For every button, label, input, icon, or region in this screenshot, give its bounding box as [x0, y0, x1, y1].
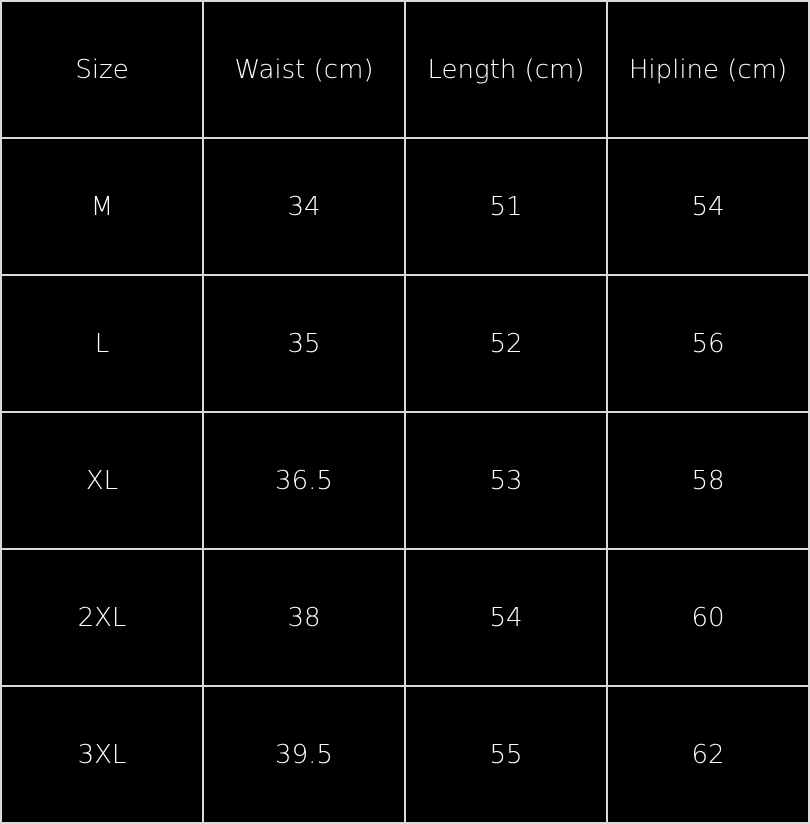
- cell-size: 2XL: [0, 548, 204, 687]
- cell-length: 53: [404, 411, 608, 550]
- header-length: Length (cm): [404, 0, 608, 139]
- cell-size: 3XL: [0, 685, 204, 824]
- cell-waist: 34: [202, 137, 406, 276]
- table-row: 3XL 39.5 55 62: [0, 685, 810, 824]
- cell-size: M: [0, 137, 204, 276]
- table-row: L 35 52 56: [0, 274, 810, 413]
- cell-waist: 35: [202, 274, 406, 413]
- cell-length: 55: [404, 685, 608, 824]
- cell-hipline: 56: [606, 274, 810, 413]
- cell-hipline: 60: [606, 548, 810, 687]
- cell-waist: 39.5: [202, 685, 406, 824]
- cell-waist: 38: [202, 548, 406, 687]
- cell-length: 52: [404, 274, 608, 413]
- cell-hipline: 62: [606, 685, 810, 824]
- header-hipline: Hipline (cm): [606, 0, 810, 139]
- header-row: Size Waist (cm) Length (cm) Hipline (cm): [0, 0, 810, 139]
- cell-length: 51: [404, 137, 608, 276]
- table-row: XL 36.5 53 58: [0, 411, 810, 550]
- cell-waist: 36.5: [202, 411, 406, 550]
- cell-size: L: [0, 274, 204, 413]
- cell-length: 54: [404, 548, 608, 687]
- cell-hipline: 58: [606, 411, 810, 550]
- table-row: 2XL 38 54 60: [0, 548, 810, 687]
- header-size: Size: [0, 0, 204, 139]
- header-waist: Waist (cm): [202, 0, 406, 139]
- cell-hipline: 54: [606, 137, 810, 276]
- table-row: M 34 51 54: [0, 137, 810, 276]
- cell-size: XL: [0, 411, 204, 550]
